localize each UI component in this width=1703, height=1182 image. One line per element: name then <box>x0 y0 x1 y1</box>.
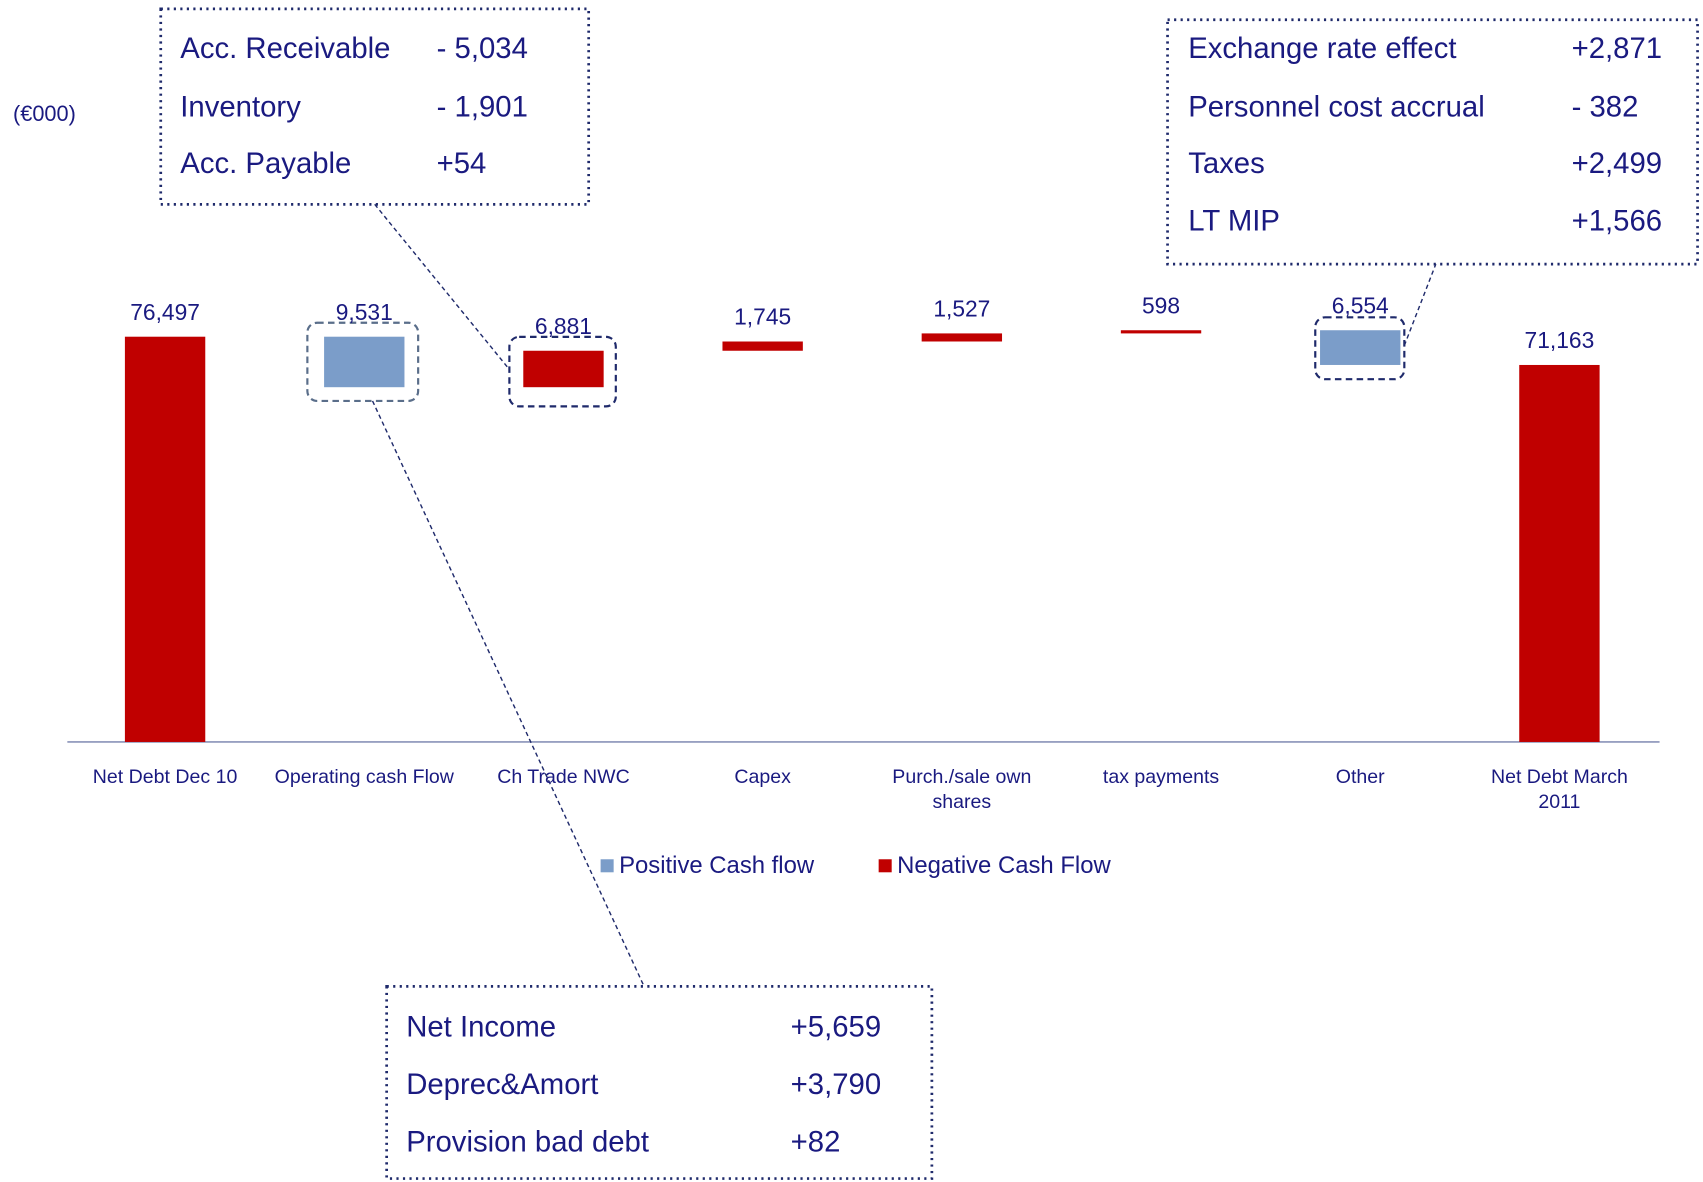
connector <box>1403 263 1437 346</box>
callout-label: Exchange rate effect <box>1188 32 1456 65</box>
callout-value: +2,871 <box>1572 32 1662 65</box>
callout-label: Net Income <box>406 1010 556 1043</box>
callout-value: +5,659 <box>791 1010 881 1043</box>
x-tick-label: Net Debt Dec 10 <box>92 765 238 788</box>
x-tick-label-box: Other <box>1335 765 1385 788</box>
value-label: 6,554 <box>1332 292 1389 318</box>
x-tick-label-box: tax payments <box>1102 765 1220 788</box>
value-label: 71,163 <box>1525 327 1595 353</box>
value-label: 6,881 <box>535 313 592 339</box>
bar <box>1120 330 1202 334</box>
callout-label: Deprec&Amort <box>406 1068 598 1101</box>
x-tick-label-box: Operating cash Flow <box>274 765 454 788</box>
highlight <box>1314 316 1406 381</box>
callout-label: Taxes <box>1188 147 1265 180</box>
callout-label: Inventory <box>180 91 301 124</box>
x-tick-label-box: Net Debt Dec 10 <box>92 765 238 788</box>
connector <box>374 203 510 370</box>
x-tick-label: Purch./sale own shares <box>892 765 1032 813</box>
x-tick-label: Operating cash Flow <box>274 765 454 788</box>
legend-label: Positive Cash flow <box>619 852 815 879</box>
x-tick-label: Capex <box>734 765 791 788</box>
bar <box>324 336 405 388</box>
legend-swatch <box>878 859 892 873</box>
bar <box>921 333 1003 342</box>
x-tick-label: Ch Trade NWC <box>497 765 630 788</box>
bar <box>124 336 206 742</box>
x-tick-label: Net Debt March 2011 <box>1490 765 1628 813</box>
bar <box>1320 330 1401 365</box>
x-tick-label-box: Ch Trade NWC <box>497 765 630 788</box>
highlight <box>306 321 420 403</box>
bar <box>1519 364 1600 742</box>
unit-label: (€000) <box>13 101 76 126</box>
bar <box>523 350 604 388</box>
callout-value: +1,566 <box>1572 205 1662 238</box>
x-tick-label-box: Net Debt March 2011 <box>1490 765 1628 813</box>
callout-box <box>159 7 591 206</box>
value-label: 598 <box>1142 292 1180 318</box>
callout-value: - 382 <box>1572 91 1639 124</box>
callout-box <box>385 984 934 1180</box>
legend-swatch <box>600 859 614 873</box>
callout-label: Personnel cost accrual <box>1188 91 1485 124</box>
callout-value: +54 <box>437 147 487 180</box>
value-label: 1,527 <box>933 296 990 322</box>
x-tick-label: Other <box>1335 765 1385 788</box>
connector <box>371 400 645 987</box>
bar <box>722 341 803 351</box>
callout-value: +2,499 <box>1572 147 1662 180</box>
legend-label: Negative Cash Flow <box>897 852 1111 879</box>
callout-label: Acc. Receivable <box>180 32 390 65</box>
value-label: 1,745 <box>734 304 791 330</box>
highlight <box>508 335 617 408</box>
callout-label: Acc. Payable <box>180 147 351 180</box>
callout-value: - 1,901 <box>437 91 528 124</box>
x-tick-label: tax payments <box>1102 765 1220 788</box>
callout-value: - 5,034 <box>437 32 528 65</box>
value-label: 76,497 <box>130 299 200 325</box>
x-tick-label-box: Purch./sale own shares <box>892 765 1032 813</box>
x-tick-label-box: Capex <box>734 765 791 788</box>
value-label: 9,531 <box>336 299 393 325</box>
callout-value: +3,790 <box>791 1068 881 1101</box>
callout-box <box>1166 18 1699 266</box>
callout-label: Provision bad debt <box>406 1126 649 1159</box>
callout-label: LT MIP <box>1188 205 1280 238</box>
callout-value: +82 <box>791 1126 841 1159</box>
